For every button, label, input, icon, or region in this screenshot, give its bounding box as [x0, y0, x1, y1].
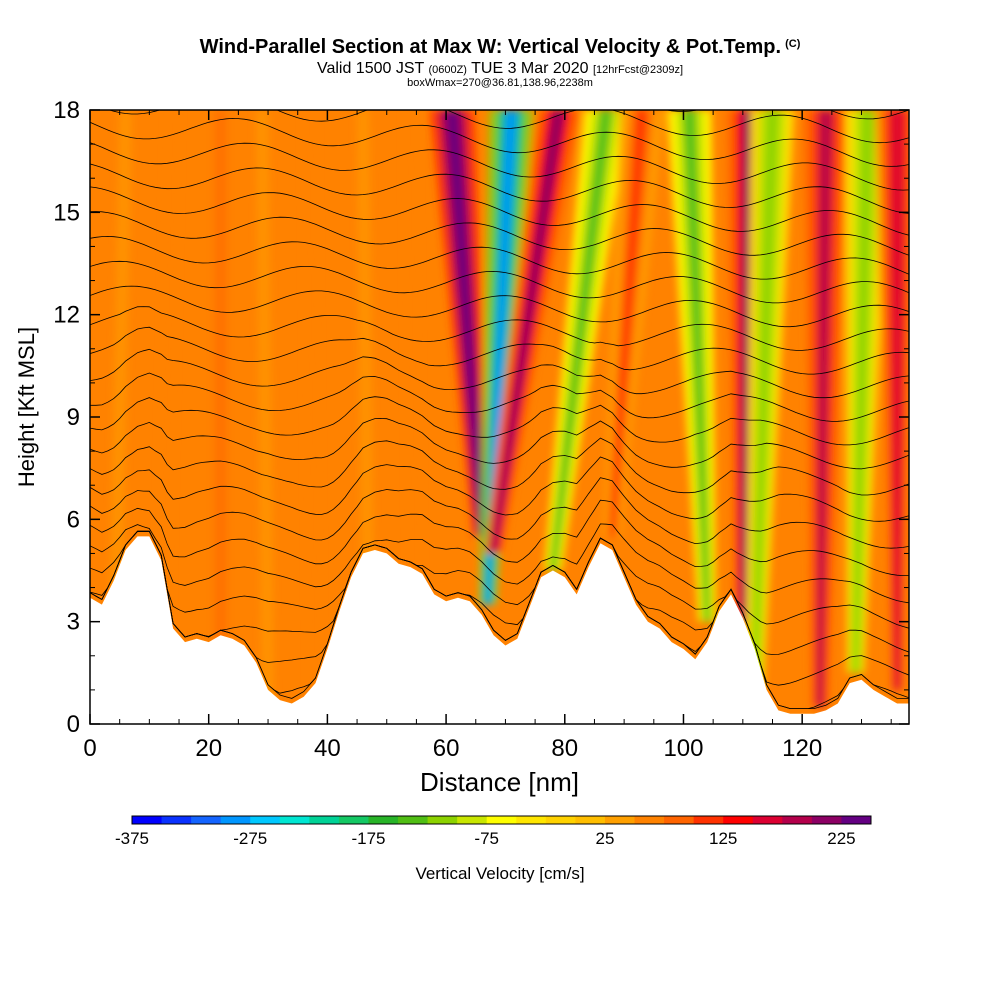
colorbar-swatch-19: [693, 816, 724, 824]
colorbar-swatch-5: [279, 816, 310, 824]
y-tick-label-15: 15: [53, 199, 80, 226]
colorbar-label: Vertical Velocity [cm/s]: [415, 864, 585, 883]
vv-feature-updraft-2: [484, 110, 581, 554]
y-tick-label-3: 3: [67, 609, 80, 636]
colorbar-swatch-14: [545, 816, 576, 824]
theta-contour-18: [90, 235, 909, 280]
x-tick-label-0: 0: [83, 735, 96, 762]
colorbar-swatch-0: [132, 816, 163, 824]
theta-contour-22: [90, 142, 909, 191]
theta-contour-4: [90, 530, 909, 629]
x-tick-label-100: 100: [663, 735, 703, 762]
theta-contour-8: [90, 456, 909, 522]
colorbar-swatch-18: [664, 816, 695, 824]
y-tick-label-0: 0: [67, 711, 80, 738]
y-axis-label: Height [Kft MSL]: [14, 327, 39, 487]
colorbar-tick-label-2: -175: [351, 829, 385, 848]
colorbar-tick-label-4: 25: [595, 829, 614, 848]
colorbar-swatch-24: [841, 816, 872, 824]
theta-contour-15: [90, 306, 909, 351]
y-tick-label-18: 18: [53, 97, 80, 124]
theta-contour-21: [90, 163, 909, 214]
y-tick-label-12: 12: [53, 302, 80, 329]
x-tick-label-40: 40: [314, 735, 341, 762]
field-band-4: [303, 110, 322, 724]
axes: 0 20 40 60 80 100 120 0 3 6 9 12 15 18 Distance [nm] He…: [14, 97, 909, 797]
colorbar: -375 -275 -175 -75 25 125 225: [115, 815, 872, 848]
colorbar-swatch-1: [161, 816, 192, 824]
colorbar-tick-label-6: 225: [827, 829, 855, 848]
potential-temperature-contours: [90, 110, 909, 709]
colorbar-swatch-2: [191, 816, 222, 824]
theta-contour-19: [90, 211, 909, 256]
theta-contour-14: [90, 326, 909, 375]
colorbar-swatch-10: [427, 816, 458, 824]
forecast-info: [12hrFcst@2309z]: [592, 64, 684, 76]
theta-contour-5: [90, 523, 909, 604]
x-tick-label-80: 80: [551, 735, 578, 762]
vertical-velocity-field: [90, 110, 909, 724]
chart-title: Wind-Parallel Section at Max W: Vertical…: [0, 36, 1000, 59]
valid-date: TUE 3 Mar 2020: [471, 60, 589, 77]
colorbar-swatch-13: [516, 816, 547, 824]
colorbar-swatch-11: [457, 816, 488, 824]
colorbar-swatch-7: [338, 816, 369, 824]
theta-contour-9: [90, 437, 909, 496]
colorbar-swatch-20: [723, 816, 754, 824]
colorbar-swatch-9: [398, 816, 429, 824]
vv-feature-updraft-0: [430, 110, 491, 537]
colorbar-swatch-4: [250, 816, 281, 824]
theta-contour-13: [90, 348, 909, 399]
theta-contour-24: [108, 110, 909, 144]
vv-feature-downdraft-1: [478, 110, 534, 605]
x-axis-label: Distance [nm]: [420, 767, 579, 797]
terrain-fill: [90, 536, 909, 724]
field-band-0: [107, 110, 132, 724]
x-tick-label-60: 60: [433, 735, 460, 762]
theta-contour-23: [90, 117, 909, 167]
vv-feature-updraft-4: [603, 110, 664, 537]
valid-time-line: Valid 1500 JST (0600Z) TUE 3 Mar 2020 [1…: [0, 60, 1000, 78]
x-tick-label-20: 20: [195, 735, 222, 762]
vv-feature-updraft-10: [875, 110, 909, 690]
colorbar-tick-label-5: 125: [709, 829, 737, 848]
colorbar-swatch-12: [486, 816, 517, 824]
colorbar-tick-label-3: -75: [474, 829, 499, 848]
theta-contour-11: [90, 396, 909, 446]
theta-contour-3: [90, 530, 909, 655]
colorbar-swatch-16: [604, 816, 636, 824]
colorbar-tick-label-0: -375: [115, 829, 149, 848]
colorbar-swatch-22: [782, 816, 813, 824]
vv-feature-downdraft-5: [667, 110, 717, 622]
colorbar-swatch-23: [811, 816, 842, 824]
x-tick-label-120: 120: [782, 735, 822, 762]
theta-contour-2: [90, 530, 909, 686]
theta-contour-7: [90, 477, 909, 549]
theta-contour-10: [90, 418, 909, 470]
colorbar-swatch-6: [309, 816, 340, 824]
theta-contour-16: [90, 285, 909, 328]
colorbar-swatch-15: [575, 816, 606, 824]
theta-contour-6: [90, 499, 909, 577]
y-tick-label-9: 9: [67, 404, 80, 431]
colorbar-swatch-3: [220, 816, 251, 824]
colorbar-frame: [131, 815, 872, 825]
terrain-mask: [90, 536, 909, 724]
colorbar-tick-label-1: -275: [233, 829, 267, 848]
valid-utc: (0600Z): [428, 64, 467, 76]
colorbar-swatch-8: [368, 816, 399, 824]
box-info: boxWmax=270@36.81,138.96,2238m: [407, 77, 593, 89]
chart-title-mark: (C): [785, 38, 801, 50]
chart-title-text: Wind-Parallel Section at Max W: Vertical…: [199, 36, 782, 58]
valid-prefix: Valid 1500 JST: [316, 60, 424, 77]
theta-contour-20: [90, 186, 909, 236]
vv-feature-updraft-8: [803, 110, 848, 707]
theta-contour-12: [90, 372, 909, 422]
colorbar-swatch-17: [634, 816, 665, 824]
y-tick-label-6: 6: [67, 506, 80, 533]
theta-contour-17: [90, 260, 909, 304]
colorbar-swatch-21: [752, 816, 783, 824]
